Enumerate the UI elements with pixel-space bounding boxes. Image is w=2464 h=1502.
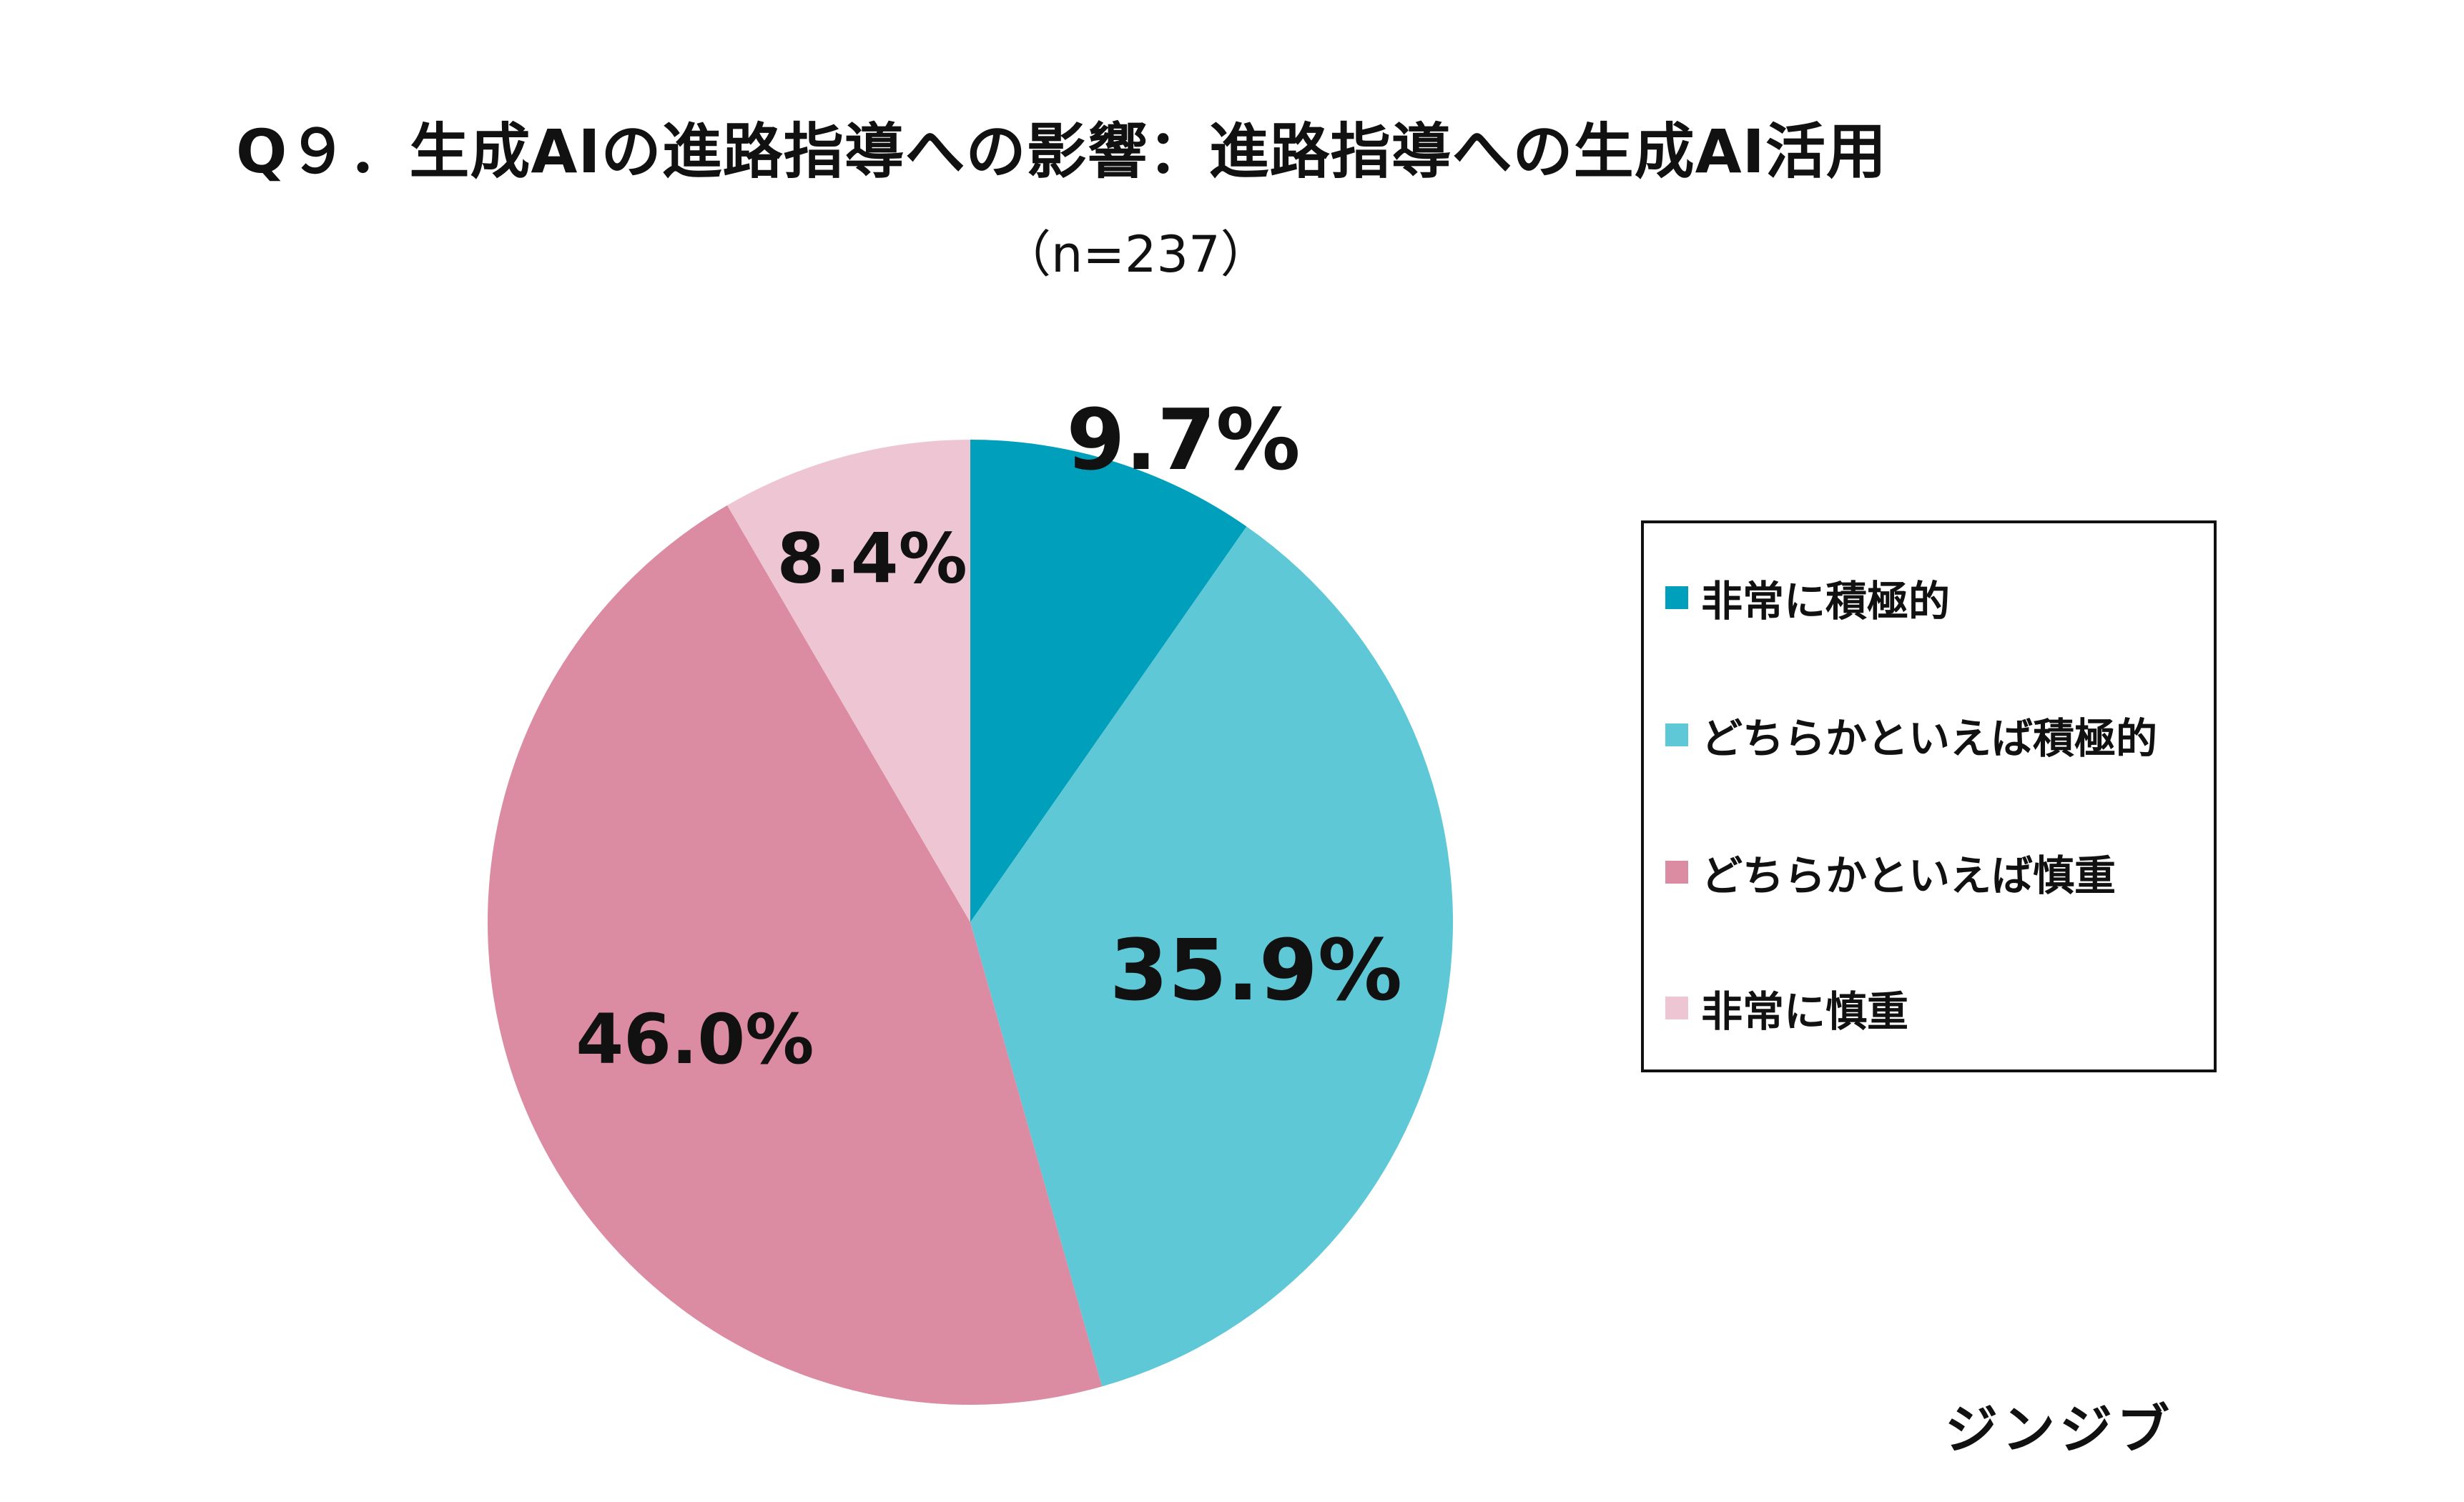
pie-slice (970, 526, 1454, 1387)
legend-item: 非常に慎重 (1665, 978, 1908, 1038)
legend-label: どちらかといえば慎重 (1701, 851, 2116, 900)
legend-swatch (1665, 997, 1688, 1019)
legend-item: 非常に積極的 (1665, 568, 1950, 628)
pie-slice (970, 440, 1247, 922)
brand-logo: ジンジブ (1945, 1399, 2174, 1461)
data-label: 46.0% (576, 999, 814, 1079)
legend-label: 非常に慎重 (1701, 987, 1909, 1036)
pie-slice (488, 505, 1103, 1405)
legend-item: どちらかといえば慎重 (1665, 842, 2116, 902)
pie-slice (727, 440, 970, 922)
chart-title: Q９．生成AIの進路指導への影響：進路指導への生成AI活用 (236, 117, 1887, 187)
legend-label: どちらかといえば積極的 (1701, 714, 2158, 763)
data-label: 8.4% (777, 519, 967, 599)
data-label: 35.9% (1110, 921, 1402, 1019)
legend: 非常に積極的 どちらかといえば積極的 どちらかといえば慎重 非常に慎重 (1641, 520, 2217, 1072)
legend-label: 非常に積極的 (1701, 577, 1951, 626)
data-label: 9.7% (1066, 390, 1300, 489)
legend-swatch (1665, 861, 1688, 884)
legend-swatch (1665, 586, 1688, 609)
chart-subtitle: （n=237） (1001, 225, 1271, 284)
legend-swatch (1665, 723, 1688, 746)
legend-item: どちらかといえば積極的 (1665, 705, 2157, 765)
